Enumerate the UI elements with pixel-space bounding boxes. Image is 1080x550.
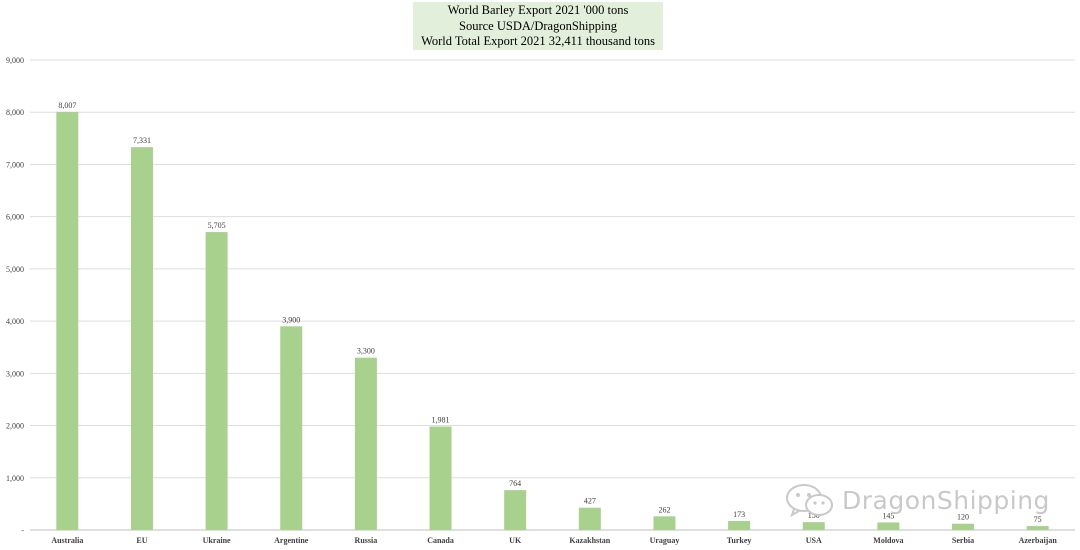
y-tick-label: 5,000 [6, 265, 24, 274]
x-tick-label: Russia [355, 536, 378, 545]
bar [802, 522, 825, 530]
bar [280, 326, 303, 530]
bar [728, 520, 751, 530]
bar [130, 147, 153, 531]
x-tick-label: Turkey [727, 536, 752, 545]
y-tick-label: 2,000 [6, 422, 24, 431]
data-label: 427 [584, 497, 596, 506]
data-labels: 8,007 7,331 5,705 3,900 3,300 1,981 764 427 262 1… [58, 101, 1041, 524]
bar [429, 426, 452, 530]
x-tick-label: Kazakhstan [569, 536, 610, 545]
y-tick-label: 8,000 [6, 108, 24, 117]
title-line-2: Source USDA/DragonShipping [459, 18, 617, 33]
data-label: 145 [882, 511, 894, 520]
x-tick-label: Serbia [952, 536, 974, 545]
watermark: DragonShipping [784, 480, 1050, 520]
data-label: 262 [658, 505, 670, 514]
data-label: 75 [1034, 515, 1042, 524]
x-tick-label: USA [806, 536, 822, 545]
data-label: 3,900 [282, 315, 300, 324]
x-tick-label: Moldova [873, 536, 903, 545]
y-tick-label: 6,000 [6, 213, 24, 222]
chart-title: World Barley Export 2021 '000 tons Sourc… [413, 2, 663, 50]
x-tick-label: Canada [427, 536, 454, 545]
bar [877, 522, 900, 530]
y-tick-label: 1,000 [6, 474, 24, 483]
data-label: 5,705 [208, 221, 226, 230]
x-tick-label: EU [136, 536, 147, 545]
data-label: 1,981 [432, 416, 450, 425]
bar [578, 507, 601, 530]
bar [354, 357, 377, 530]
wechat-icon [786, 484, 833, 518]
data-label: 120 [957, 513, 969, 522]
y-tick-label: 7,000 [6, 160, 24, 169]
x-tick-label: Australia [51, 536, 83, 545]
y-tick-label: 9,000 [6, 56, 24, 65]
bar [56, 111, 79, 531]
x-tick-label: Uraguay [650, 536, 680, 545]
x-tick-label: Ukraine [203, 536, 231, 545]
data-label: 150 [808, 511, 820, 520]
x-tick-label: Azerbaijan [1019, 536, 1058, 545]
data-label: 764 [509, 479, 521, 488]
y-tick-label: 4,000 [6, 317, 24, 326]
bar [504, 490, 527, 530]
title-line-3: World Total Export 2021 32,411 thousand … [421, 34, 655, 48]
data-label: 173 [733, 510, 745, 519]
x-tick-label: Argentine [274, 536, 309, 545]
title-line-1: World Barley Export 2021 '000 tons [447, 3, 629, 17]
watermark-text: DragonShipping [842, 485, 1050, 515]
gridlines [30, 59, 1075, 531]
bar [952, 523, 975, 530]
data-label: 3,300 [357, 347, 375, 356]
y-tick-label: - [21, 526, 24, 535]
bar [653, 516, 676, 530]
y-axis-ticks: - 1,000 2,000 3,000 4,000 5,000 6,000 7,000 8,00… [6, 56, 24, 535]
bar [205, 232, 228, 531]
bar [1026, 526, 1049, 530]
x-axis-labels: Australia EU Ukraine Argentine Russia Canada U… [51, 536, 1057, 545]
bars [56, 111, 1049, 531]
data-label: 7,331 [133, 136, 151, 145]
y-tick-label: 3,000 [6, 369, 24, 378]
x-tick-label: UK [509, 536, 522, 545]
data-label: 8,007 [58, 101, 76, 110]
